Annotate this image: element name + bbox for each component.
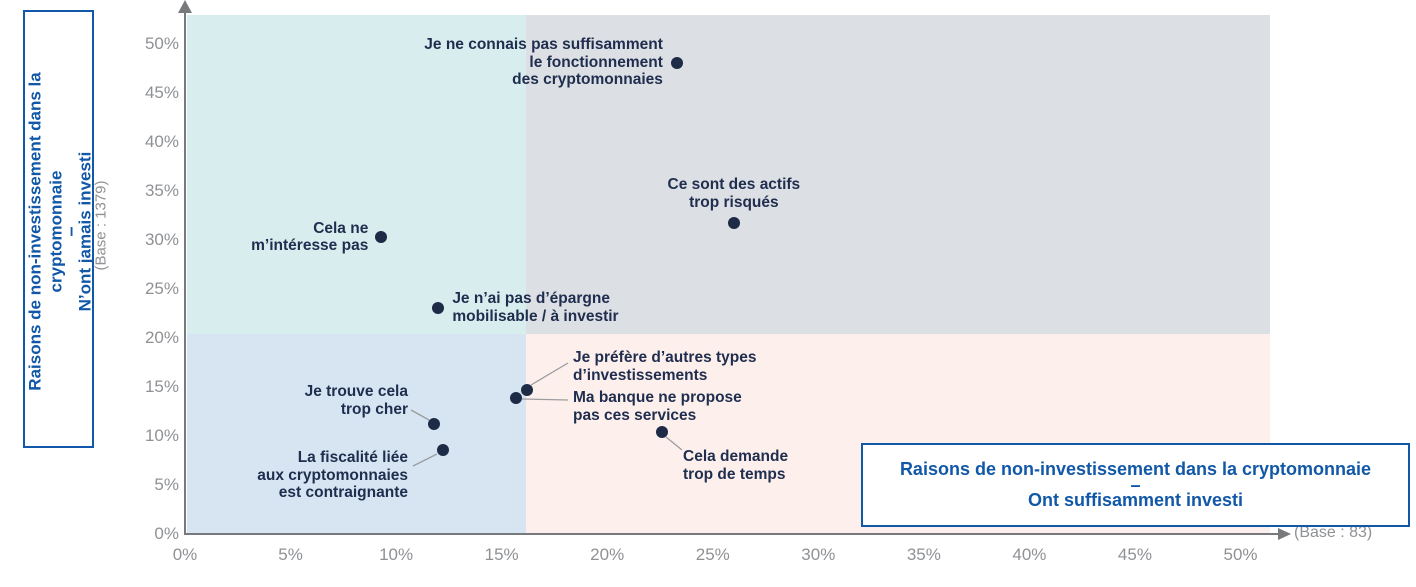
- x-axis-line: [184, 533, 1278, 535]
- y-axis-tick-label: 20%: [144, 328, 179, 347]
- data-point-actifs-risques: [727, 217, 740, 230]
- x-axis-tick-label: 15%: [484, 545, 519, 564]
- x-axis-tick-label: 35%: [906, 545, 941, 564]
- y-axis-line: [184, 10, 186, 535]
- point-label-line: est contraignante: [278, 484, 408, 501]
- data-point-banque-services: [510, 391, 523, 404]
- point-label-trop-cher: Je trouve cela trop cher: [305, 383, 408, 418]
- y-axis-tick-label: 5%: [154, 475, 179, 494]
- y-axis-title-dash: –: [60, 226, 81, 237]
- point-label-line: Cela demande: [683, 448, 789, 465]
- y-axis-title-rotated: Raisons de non-investissement dans la cr…: [25, 12, 96, 450]
- x-axis-tick-label: 5%: [278, 545, 303, 564]
- x-axis-subtitle: Ont suffisamment investi: [1027, 489, 1244, 510]
- x-axis-tick-label: 0%: [172, 545, 198, 564]
- point-label-pas-epargne: Je n’ai pas d’épargne mobilisable / à inv…: [452, 290, 618, 325]
- y-axis-tick-label: 0%: [154, 524, 179, 543]
- point-label-prefere-autres: Je préfère d’autres types d’investissemen…: [573, 349, 757, 384]
- point-label-pas-interesse: Cela ne m’intéresse pas: [251, 220, 368, 255]
- point-label-line: m’intéresse pas: [251, 237, 369, 255]
- y-axis-tick-label: 10%: [144, 426, 179, 445]
- x-axis-tick-label: 50%: [1223, 545, 1258, 564]
- point-label-actifs-risques: Ce sont des actifs trop risqués: [668, 176, 801, 211]
- data-point-pas-epargne: [432, 301, 445, 314]
- y-axis-tick-label: 40%: [144, 132, 179, 151]
- quadrant-top-right: [526, 15, 1270, 334]
- point-label-line: trop de temps: [683, 465, 786, 483]
- data-point-prefere-autres: [520, 383, 533, 396]
- point-label-line: trop risqués: [689, 193, 779, 211]
- x-axis-tick-label: 45%: [1117, 545, 1152, 564]
- point-label-line: Ce sont des actifs: [667, 176, 801, 194]
- point-label-line: mobilisable / à investir: [452, 307, 619, 325]
- x-axis-title-box: Raisons de non-investissement dans la cr…: [861, 443, 1410, 527]
- point-label-line: aux cryptomonnaies: [257, 466, 408, 484]
- x-axis-tick-label: 30%: [801, 545, 836, 564]
- x-axis-tick-label: 25%: [695, 545, 730, 564]
- quadrant-bottom-left: [187, 334, 526, 533]
- y-axis-tick-label: 25%: [144, 279, 179, 298]
- y-axis-tick-label: 30%: [144, 230, 179, 249]
- quadrant-top-left: [187, 15, 526, 334]
- point-label-line: Je préfère d’autres types: [573, 349, 757, 366]
- point-label-line: d’investissements: [573, 366, 708, 384]
- y-axis-tick-label: 15%: [144, 377, 179, 396]
- point-label-line: Je n’ai pas d’épargne: [452, 290, 610, 308]
- x-axis-title-dash: –: [1130, 474, 1141, 495]
- data-point-pas-interesse: [375, 231, 388, 244]
- point-label-banque-services: Ma banque ne propose pas ces services: [573, 389, 742, 424]
- data-point-connaissance: [670, 56, 683, 69]
- data-point-trop-temps: [656, 426, 669, 439]
- y-axis-subtitle: N’ont jamais investi: [75, 151, 95, 311]
- x-axis-tick-label: 40%: [1012, 545, 1047, 564]
- point-label-line: trop cher: [340, 400, 408, 418]
- point-label-line: Cela ne: [313, 219, 369, 237]
- point-label-line: Je trouve cela: [304, 383, 408, 400]
- point-label-line: pas ces services: [573, 406, 697, 424]
- x-axis-tick-label: 20%: [590, 545, 625, 564]
- y-axis-tick-label: 35%: [144, 181, 179, 200]
- point-label-line: Je ne connais pas suffisamment: [424, 36, 663, 54]
- point-label-trop-temps: Cela demande trop de temps: [683, 448, 788, 483]
- point-label-line: Ma banque ne propose: [573, 389, 742, 406]
- x-axis-tick-label: 10%: [379, 545, 414, 564]
- data-point-fiscalite: [436, 443, 449, 456]
- point-label-fiscalite: La fiscalité liée aux cryptomonnaies est c…: [257, 449, 408, 502]
- point-label-line: des cryptomonnaies: [512, 71, 663, 89]
- point-label-line: le fonctionnement: [529, 53, 663, 71]
- y-axis-title-box: Raisons de non-investissement dans la cr…: [23, 10, 94, 448]
- point-label-connaissance: Je ne connais pas suffisamment le fonctio…: [424, 36, 663, 89]
- y-axis-tick-label: 50%: [144, 34, 179, 53]
- y-axis-arrow-icon: [178, 0, 192, 13]
- x-axis-title: Raisons de non-investissement dans la cr…: [899, 458, 1372, 479]
- x-axis-arrow-icon: [1278, 528, 1291, 540]
- data-point-trop-cher: [428, 418, 441, 431]
- y-axis-tick-label: 45%: [144, 83, 179, 102]
- point-label-line: La fiscalité liée: [297, 449, 408, 466]
- x-axis-base-label: (Base : 83): [1294, 524, 1373, 541]
